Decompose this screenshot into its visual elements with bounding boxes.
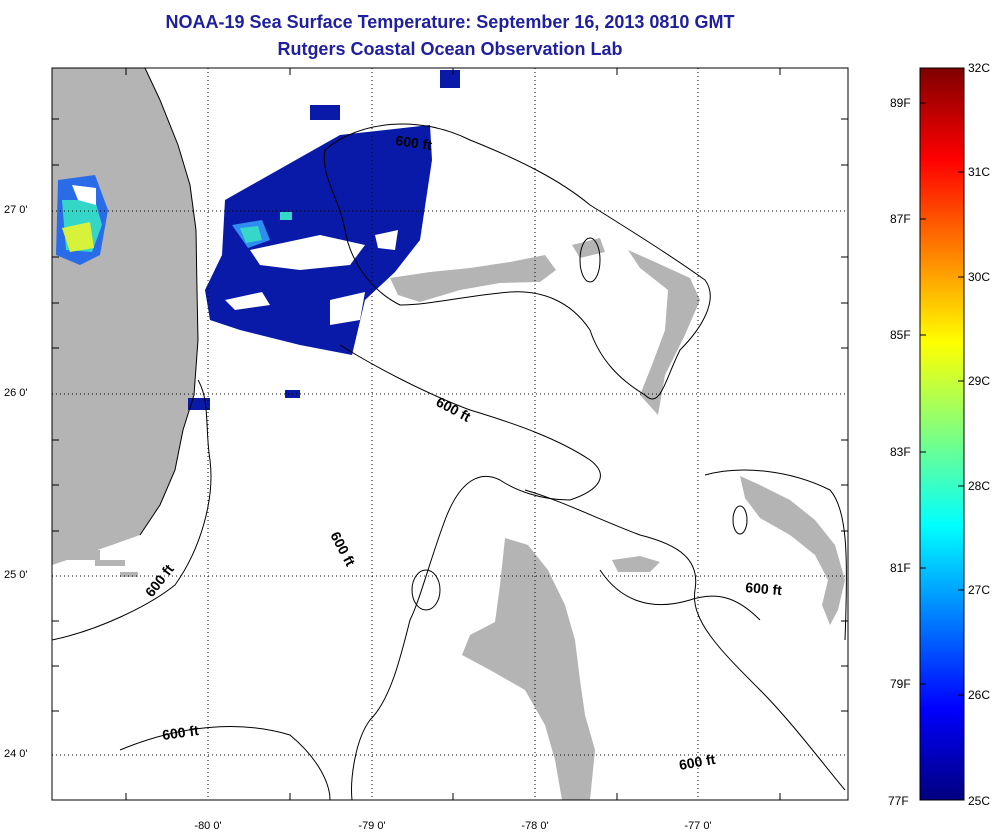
sst-swath-warm xyxy=(232,212,292,248)
contour-florida-strait xyxy=(52,379,212,641)
sst-patch-florida xyxy=(56,175,108,265)
eleuthera-land xyxy=(740,476,845,625)
colorbar-c-label: 30C xyxy=(968,270,991,284)
contour-seamount-3 xyxy=(579,237,601,283)
map-frame xyxy=(51,67,849,801)
andros-land xyxy=(462,538,595,800)
lat-label: 25 0' xyxy=(4,569,28,581)
bathymetry-contours xyxy=(52,123,847,800)
lat-label: 26 0' xyxy=(4,387,28,399)
lat-label: 24 0' xyxy=(4,748,28,760)
contour-label: 600 ft xyxy=(161,722,200,743)
map-title: NOAA-19 Sea Surface Temperature: Septemb… xyxy=(165,12,735,32)
colorbar-c-label: 25C xyxy=(968,794,991,808)
contour-exuma xyxy=(704,469,847,641)
lat-label: 27 0' xyxy=(4,204,28,216)
colorbar-f-label: 87F xyxy=(890,212,911,226)
new-providence-land xyxy=(612,556,660,572)
colorbar-f-label: 79F xyxy=(890,677,911,691)
florida-keys xyxy=(60,550,138,577)
colorbar-c-label: 29C xyxy=(968,374,991,388)
colorbar-f-label: 83F xyxy=(890,445,911,459)
contour-label: 600 ft xyxy=(678,751,717,773)
abaco-land xyxy=(628,250,700,415)
colorbar-c-label: 28C xyxy=(968,479,991,493)
colorbar-c-label: 31C xyxy=(968,165,991,179)
colorbar-c-label: 27C xyxy=(968,583,991,597)
colorbar-ticks xyxy=(920,102,964,696)
contour-grand-bahama xyxy=(323,123,711,400)
lon-label: -77 0' xyxy=(684,820,712,832)
grand-bahama-land xyxy=(390,255,556,302)
contour-south xyxy=(119,726,331,800)
lon-label: -80 0' xyxy=(194,820,222,832)
colorbar-f-label: 85F xyxy=(890,328,911,342)
map-subtitle: Rutgers Coastal Ocean Observation Lab xyxy=(277,39,623,59)
grid-lines xyxy=(52,68,848,800)
contour-label: 600 ft xyxy=(745,579,783,598)
colorbar-f-label: 77F xyxy=(888,794,909,808)
contour-seamount xyxy=(411,569,441,611)
florida-coast-line xyxy=(139,68,199,536)
contour-bahama-bank xyxy=(339,344,601,800)
contour-seamount-2 xyxy=(732,505,748,535)
lon-label: -78 0' xyxy=(521,820,549,832)
colorbar-c-label: 26C xyxy=(968,688,991,702)
contour-label: 600 ft xyxy=(395,132,434,153)
contour-tongue xyxy=(599,569,761,621)
contour-andros-east xyxy=(524,489,846,791)
colorbar-f-label: 89F xyxy=(890,96,911,110)
colorbar-f-label: 81F xyxy=(890,561,911,575)
lon-label: -79 0' xyxy=(358,820,386,832)
colorbar-c-label: 32C xyxy=(968,61,991,75)
sst-swath-gaps xyxy=(225,230,398,325)
tick-marks xyxy=(52,68,848,800)
colorbar xyxy=(919,67,965,801)
